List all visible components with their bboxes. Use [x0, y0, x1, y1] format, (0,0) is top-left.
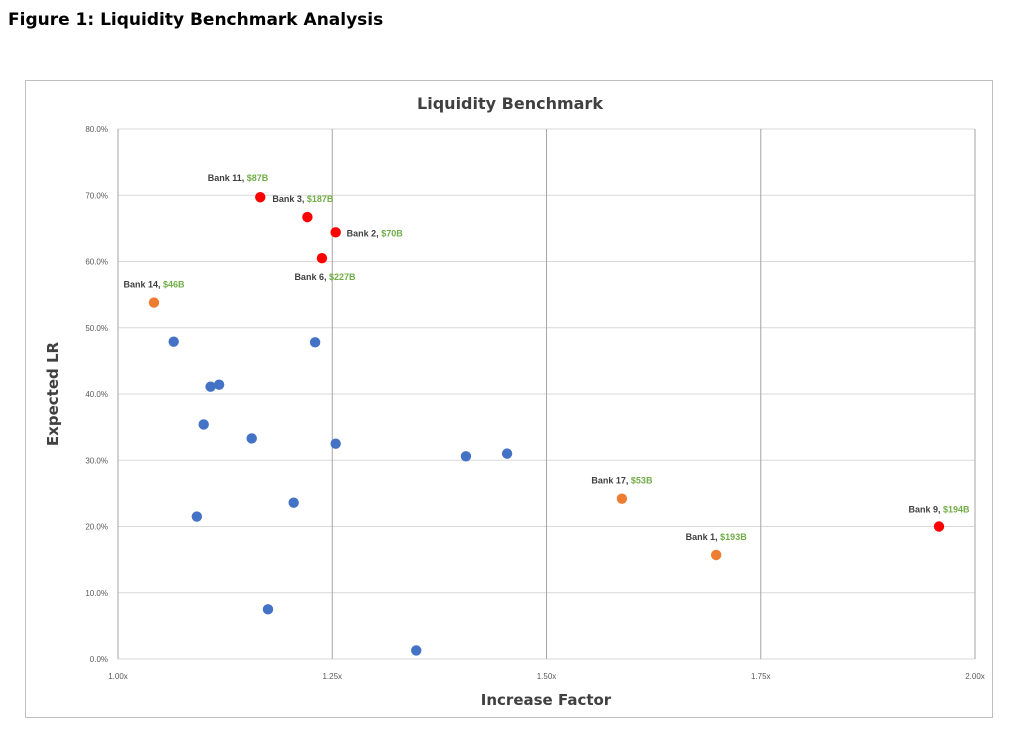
label-bank-6: Bank 6, $227B — [294, 272, 356, 282]
point-bank-9 — [933, 521, 945, 532]
label-bank-3: Bank 3, $187B — [272, 194, 334, 204]
label-bank-1: Bank 1, $193B — [686, 532, 748, 542]
y-tick-label: 80.0% — [85, 125, 108, 134]
data-point — [246, 433, 257, 444]
data-point — [288, 497, 299, 508]
point-bank-2 — [330, 227, 341, 238]
point-bank-3 — [302, 211, 313, 223]
data-point — [411, 645, 422, 656]
data-point — [262, 604, 274, 615]
point-bank-17 — [616, 493, 628, 504]
y-tick-label: 10.0% — [85, 589, 108, 598]
figure-title: Figure 1: Liquidity Benchmark Analysis — [8, 10, 384, 30]
y-tick-label: 40.0% — [85, 390, 108, 399]
y-tick-label: 70.0% — [85, 191, 108, 200]
label-bank-17: Bank 17, $53B — [591, 476, 653, 486]
data-point — [460, 451, 472, 462]
x-tick-label: 1.00x — [108, 672, 128, 681]
label-bank-11: Bank 11, $87B — [208, 173, 269, 183]
y-tick-label: 50.0% — [85, 324, 108, 333]
data-point — [330, 438, 341, 449]
chart-frame — [25, 80, 993, 718]
chart-title: Liquidity Benchmark — [417, 94, 603, 113]
point-bank-6 — [316, 252, 328, 264]
y-tick-label: 60.0% — [85, 258, 108, 267]
x-tick-label: 1.50x — [537, 672, 557, 681]
x-tick-label: 2.00x — [965, 672, 985, 681]
data-point — [168, 336, 179, 347]
point-bank-1 — [710, 549, 722, 561]
data-point — [205, 381, 216, 392]
x-tick-label: 1.25x — [322, 672, 342, 681]
y-tick-label: 0.0% — [90, 655, 108, 664]
y-tick-label: 20.0% — [85, 523, 108, 532]
data-point — [213, 379, 225, 390]
x-axis-label: Increase Factor — [481, 691, 612, 709]
y-axis-label: Expected LR — [44, 341, 62, 446]
data-point — [191, 511, 203, 522]
data-point — [309, 337, 321, 348]
y-tick-label: 30.0% — [85, 456, 108, 465]
point-bank-14 — [148, 297, 160, 308]
x-tick-label: 1.75x — [751, 672, 771, 681]
data-point — [501, 448, 513, 459]
data-point — [198, 419, 209, 430]
label-bank-9: Bank 9, $194B — [908, 505, 970, 515]
label-bank-14: Bank 14, $46B — [123, 280, 185, 290]
label-bank-2: Bank 2, $70B — [347, 228, 404, 238]
point-bank-11 — [255, 192, 266, 203]
